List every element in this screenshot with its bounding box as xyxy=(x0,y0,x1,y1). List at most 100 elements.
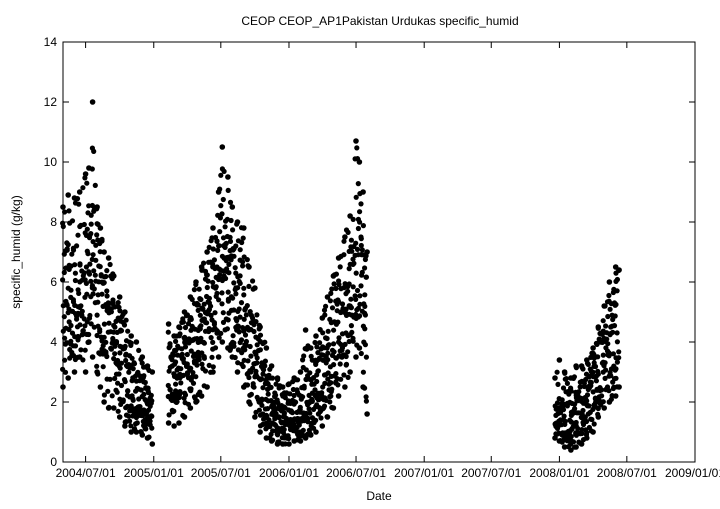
data-point xyxy=(240,363,246,370)
data-point xyxy=(206,244,212,250)
data-point xyxy=(218,203,224,209)
data-point xyxy=(197,312,203,318)
data-point xyxy=(235,285,241,291)
data-point xyxy=(327,399,333,405)
data-point xyxy=(313,417,319,423)
data-point xyxy=(342,234,348,240)
data-point xyxy=(216,243,222,249)
data-point xyxy=(607,306,613,312)
data-point xyxy=(337,264,343,270)
data-point xyxy=(173,381,179,387)
plot-frame xyxy=(62,41,696,463)
data-point xyxy=(122,423,128,429)
data-point xyxy=(204,272,210,278)
data-point xyxy=(219,290,225,296)
data-point xyxy=(133,339,140,345)
data-point xyxy=(335,393,342,399)
data-point xyxy=(66,326,72,333)
data-point xyxy=(128,429,134,435)
data-point xyxy=(224,266,230,272)
data-point xyxy=(84,226,90,232)
data-point xyxy=(362,265,368,271)
data-point xyxy=(196,286,202,292)
data-point xyxy=(331,362,337,368)
data-point xyxy=(338,376,344,382)
data-point xyxy=(115,357,121,364)
data-point xyxy=(115,380,121,386)
data-point xyxy=(578,441,585,447)
data-point xyxy=(243,338,249,345)
data-point xyxy=(228,257,234,263)
data-point xyxy=(307,370,313,376)
data-point xyxy=(343,361,350,367)
data-point xyxy=(613,375,619,381)
data-point xyxy=(103,273,109,280)
data-point xyxy=(263,345,270,351)
data-point xyxy=(225,289,231,295)
data-point xyxy=(230,227,236,233)
data-point xyxy=(218,172,224,178)
data-point xyxy=(86,165,92,171)
data-point xyxy=(176,324,182,330)
data-point xyxy=(363,274,369,280)
data-point xyxy=(364,411,370,417)
data-point xyxy=(560,385,567,391)
data-point xyxy=(116,371,122,377)
data-point xyxy=(219,144,226,150)
data-point xyxy=(357,209,363,215)
data-point xyxy=(602,375,608,381)
data-point xyxy=(86,339,92,345)
data-point xyxy=(231,253,237,259)
data-point xyxy=(302,327,309,333)
data-point xyxy=(324,294,331,300)
data-point xyxy=(233,243,239,249)
data-point xyxy=(555,381,561,387)
data-point xyxy=(345,349,351,355)
data-point xyxy=(193,279,199,285)
data-point xyxy=(65,192,71,198)
data-point xyxy=(91,148,97,154)
data-point xyxy=(100,364,106,370)
data-point xyxy=(279,441,286,447)
data-point xyxy=(188,316,194,322)
data-point xyxy=(82,347,88,353)
data-point xyxy=(202,368,209,374)
data-point xyxy=(133,429,140,435)
data-point xyxy=(241,357,247,363)
data-point xyxy=(66,208,72,214)
data-point xyxy=(248,391,254,397)
data-point xyxy=(211,257,217,263)
data-point xyxy=(171,333,177,339)
data-point xyxy=(260,371,266,377)
data-point xyxy=(112,351,118,357)
data-point xyxy=(322,380,328,386)
data-point xyxy=(95,292,101,298)
data-point xyxy=(216,335,222,341)
data-point xyxy=(348,237,354,243)
x-tick-label: 2005/01/01 xyxy=(124,466,184,480)
data-point xyxy=(258,376,265,382)
data-point xyxy=(355,181,361,187)
data-point xyxy=(362,292,368,298)
data-point xyxy=(269,375,276,381)
data-point xyxy=(171,408,177,414)
data-point xyxy=(357,219,363,225)
data-point xyxy=(325,376,331,382)
data-point xyxy=(99,238,105,244)
data-point xyxy=(225,174,231,180)
data-point xyxy=(291,375,298,381)
data-point xyxy=(613,301,619,308)
data-point xyxy=(241,225,247,231)
data-point xyxy=(70,352,77,359)
data-point xyxy=(234,219,241,225)
data-point xyxy=(262,339,268,345)
data-point xyxy=(238,300,245,306)
data-point xyxy=(330,273,337,279)
data-point xyxy=(217,215,223,221)
data-point xyxy=(263,435,270,441)
data-point xyxy=(583,418,590,425)
data-point xyxy=(359,247,365,253)
data-point xyxy=(231,343,237,349)
